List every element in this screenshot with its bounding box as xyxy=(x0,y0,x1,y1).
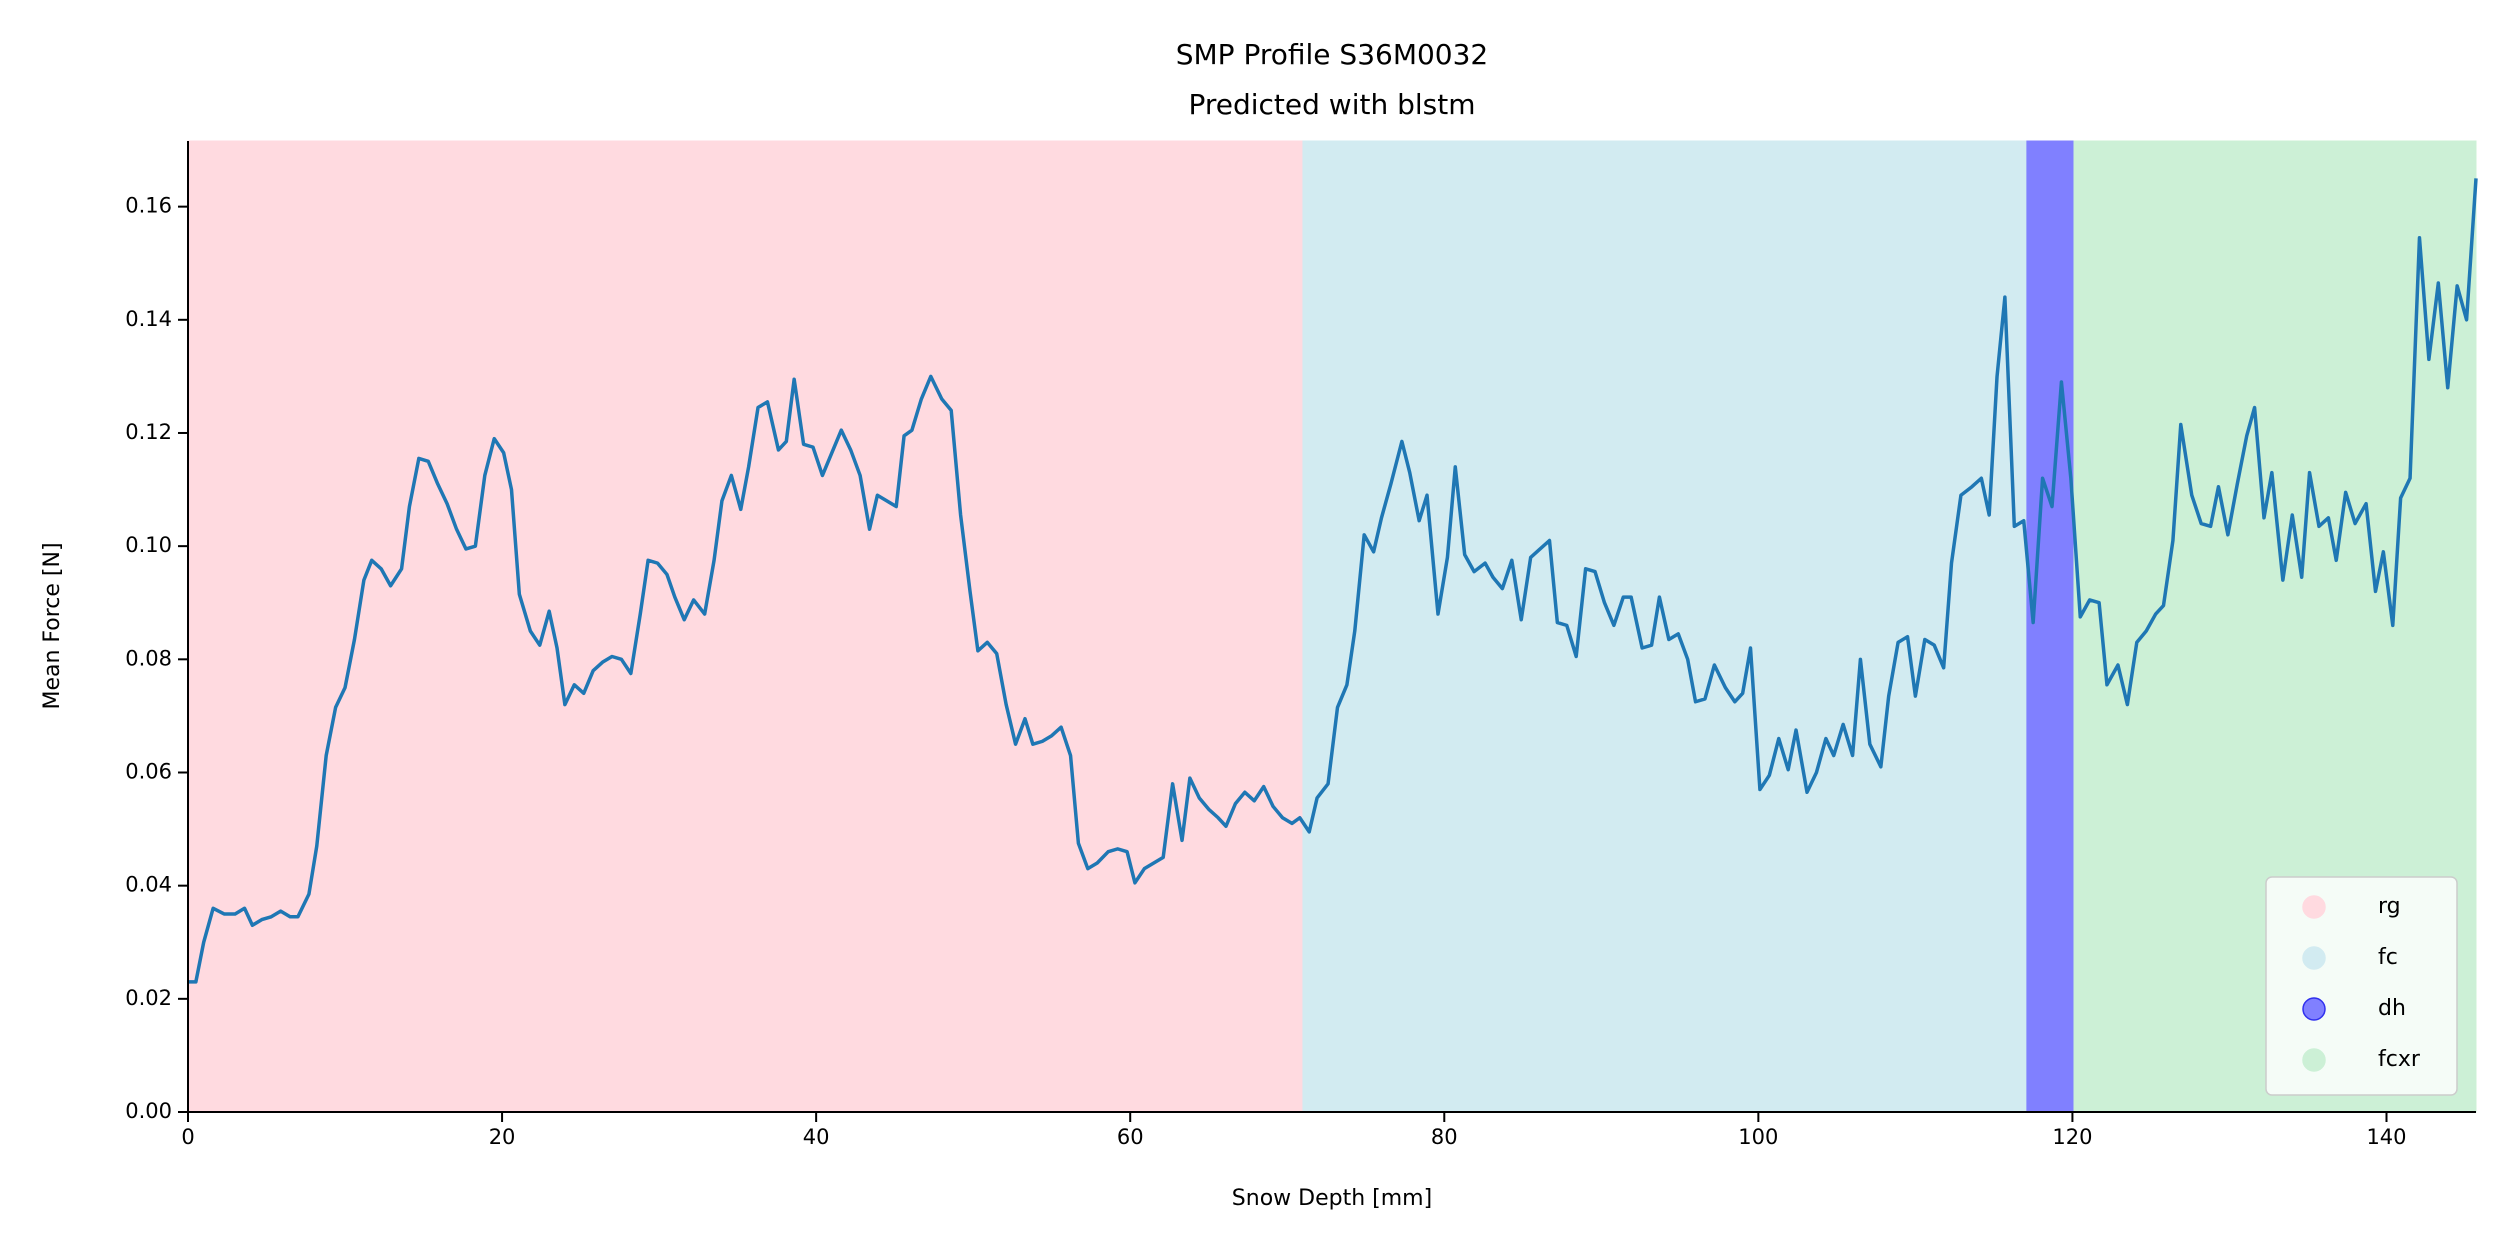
y-tick-label: 0.02 xyxy=(125,986,172,1010)
x-tick-label: 60 xyxy=(1117,1125,1144,1149)
y-tick-label: 0.10 xyxy=(125,533,172,557)
x-tick-label: 80 xyxy=(1431,1125,1458,1149)
legend-marker xyxy=(2302,946,2326,970)
x-axis-label: Snow Depth [mm] xyxy=(1232,1186,1432,1211)
y-tick-label: 0.12 xyxy=(125,420,172,444)
y-tick-label: 0.00 xyxy=(125,1099,172,1123)
legend-box xyxy=(2265,876,2458,1096)
x-tick-label: 120 xyxy=(2052,1125,2092,1149)
y-tick-label: 0.08 xyxy=(125,646,172,670)
legend-label: fc xyxy=(2378,945,2398,970)
x-tick-label: 40 xyxy=(803,1125,830,1149)
y-tick-label: 0.06 xyxy=(125,759,172,783)
chart-title: SMP Profile S36M0032 xyxy=(1176,38,1489,71)
legend-label: rg xyxy=(2378,894,2401,919)
legend-label: dh xyxy=(2378,996,2406,1021)
x-tick-label: 0 xyxy=(181,1125,194,1149)
legend-marker xyxy=(2302,895,2326,919)
region xyxy=(187,140,1304,1113)
legend-marker xyxy=(2302,997,2326,1021)
y-tick-label: 0.04 xyxy=(125,873,172,897)
data-line xyxy=(188,178,2478,984)
x-tick-label: 20 xyxy=(489,1125,516,1149)
legend-marker xyxy=(2302,1048,2326,1072)
x-tick-label: 100 xyxy=(1738,1125,1778,1149)
x-tick-label: 140 xyxy=(2366,1125,2406,1149)
chart-subtitle: Predicted with blstm xyxy=(1188,88,1475,121)
region xyxy=(2026,140,2075,1113)
legend: rg fc dh fcxr xyxy=(2265,876,2458,1096)
y-tick-label: 0.16 xyxy=(125,194,172,218)
y-tick-label: 0.14 xyxy=(125,307,172,331)
legend-label: fcxr xyxy=(2378,1047,2421,1072)
y-axis-label: Mean Force [N] xyxy=(40,542,65,709)
